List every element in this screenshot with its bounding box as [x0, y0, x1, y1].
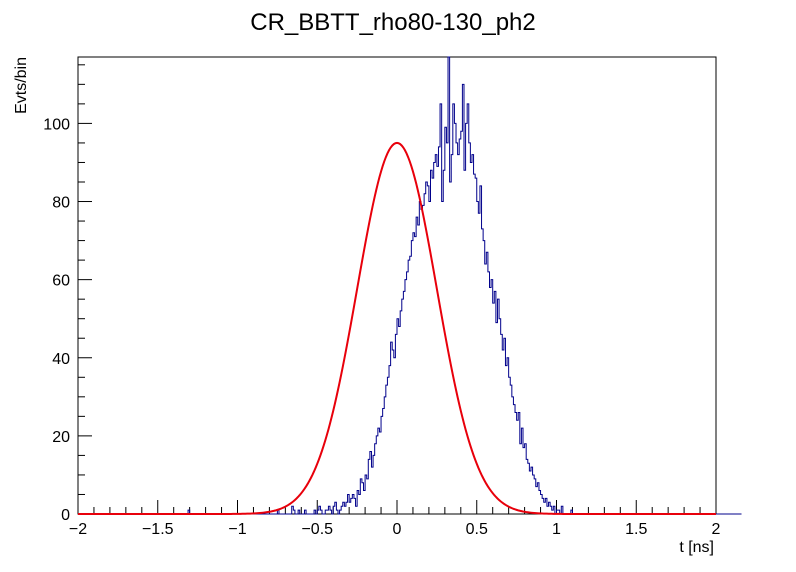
y-tick-label: 80 [52, 195, 70, 212]
gaussian-fit-series [78, 141, 716, 515]
y-tick-label: 0 [61, 507, 70, 524]
x-tick-label: −0.5 [301, 521, 333, 538]
fit-curve [78, 141, 716, 515]
x-tick-label: 2 [712, 521, 721, 538]
x-tick-label: 0.5 [466, 521, 488, 538]
x-tick-label: 1 [552, 521, 561, 538]
plot-area-border [77, 56, 717, 515]
x-tick-label: −2 [69, 521, 87, 538]
x-axis-label: t [ns] [679, 539, 714, 556]
histogram-line [78, 56, 742, 515]
y-axis-label: Evts/bin [13, 57, 30, 114]
x-tick-label: 0 [393, 521, 402, 538]
y-tick-label: 20 [52, 429, 70, 446]
y-tick-label: 40 [52, 351, 70, 368]
y-tick-label: 100 [43, 116, 70, 133]
y-axis: 0 20 40 60 80 100 [43, 64, 92, 524]
x-tick-label: −1 [228, 521, 246, 538]
x-axis: −2 −1.5 −1 −0.5 0 0.5 1 1.5 2 [69, 500, 721, 538]
x-tick-label: 1.5 [625, 521, 647, 538]
x-tick-label: −1.5 [142, 521, 174, 538]
chart-title: CR_BBTT_rho80-130_ph2 [250, 9, 536, 36]
y-tick-label: 60 [52, 273, 70, 290]
histogram-series [78, 56, 742, 515]
plot-frame [77, 56, 717, 515]
